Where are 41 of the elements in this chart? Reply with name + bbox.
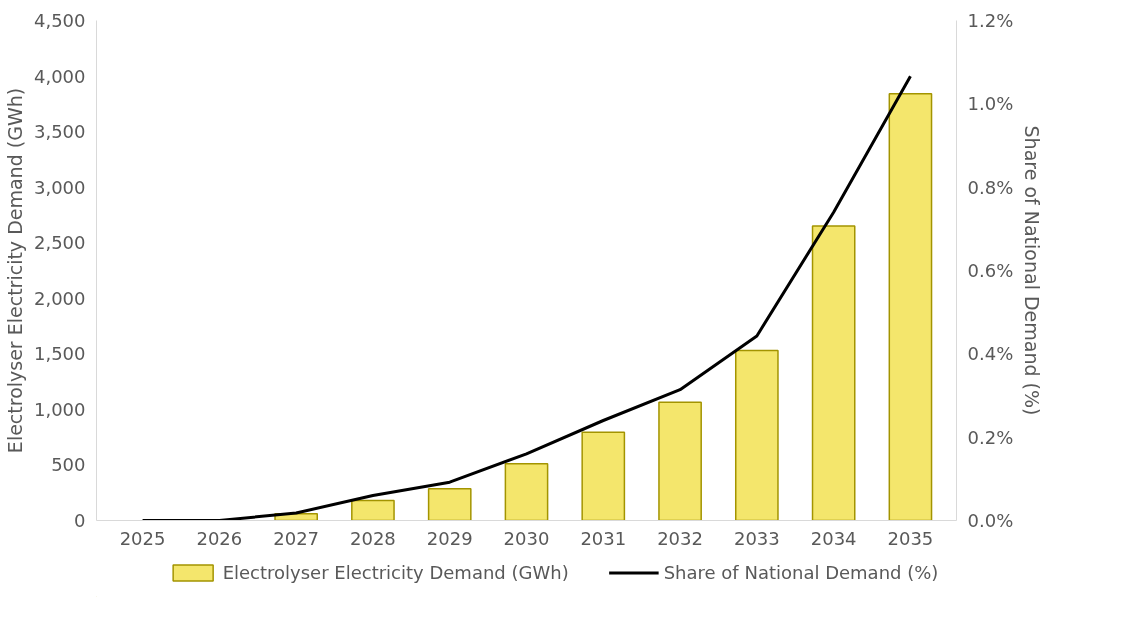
legend-label: Electrolyser Electricity Demand (GWh) xyxy=(222,561,569,583)
bar xyxy=(581,431,626,521)
line-series xyxy=(141,74,912,521)
x-tick-label: 2032 xyxy=(657,527,703,549)
y-tick-label: 2,500 xyxy=(33,232,86,254)
y-tick-label: 4,000 xyxy=(33,65,86,87)
bar xyxy=(504,463,549,521)
x-tick-label: 2025 xyxy=(119,527,166,549)
y2-tick-label: 0.0% xyxy=(967,510,1014,531)
y-tick-label: 3,500 xyxy=(33,121,86,143)
y2-tick-label: 1.0% xyxy=(967,93,1014,115)
y2-axis-title: Share of National Demand (%) xyxy=(1021,125,1044,416)
y2-tick-label: 0.8% xyxy=(967,176,1014,198)
legend-label: Share of National Demand (%) xyxy=(663,561,939,583)
x-tick-label: 2030 xyxy=(503,527,550,549)
x-tick-label: 2034 xyxy=(810,527,857,549)
y-tick-label: 500 xyxy=(51,454,86,476)
y2-tick-label: 0.2% xyxy=(967,426,1014,448)
x-tick-label: 2028 xyxy=(350,527,396,549)
x-tick-label: 2033 xyxy=(733,527,780,549)
y-tick-label: 3,000 xyxy=(33,176,86,198)
x-tick-label: 2035 xyxy=(887,527,934,549)
y2-tick-label: 0.6% xyxy=(967,260,1014,281)
bar xyxy=(811,225,856,521)
y-tick-label: 1,500 xyxy=(33,343,86,365)
x-tick-label: 2031 xyxy=(580,527,627,549)
bar xyxy=(734,349,779,521)
y2-tick-label: 0.4% xyxy=(967,343,1014,365)
y-tick-label: 4,500 xyxy=(33,10,86,31)
bar xyxy=(351,499,395,521)
x-tick-label: 2026 xyxy=(196,527,243,549)
y-tick-label: 2,000 xyxy=(33,287,86,309)
y-axis-title: Electrolyser Electricity Demand (GWh) xyxy=(3,87,26,454)
bar xyxy=(888,93,933,521)
bar xyxy=(427,488,472,521)
y-tick-label: 0 xyxy=(74,510,86,531)
bar xyxy=(658,401,702,521)
x-tick-label: 2027 xyxy=(273,527,320,549)
y-tick-label: 1,000 xyxy=(33,398,86,420)
y2-tick-label: 1.2% xyxy=(967,10,1014,31)
x-tick-label: 2029 xyxy=(426,527,473,549)
